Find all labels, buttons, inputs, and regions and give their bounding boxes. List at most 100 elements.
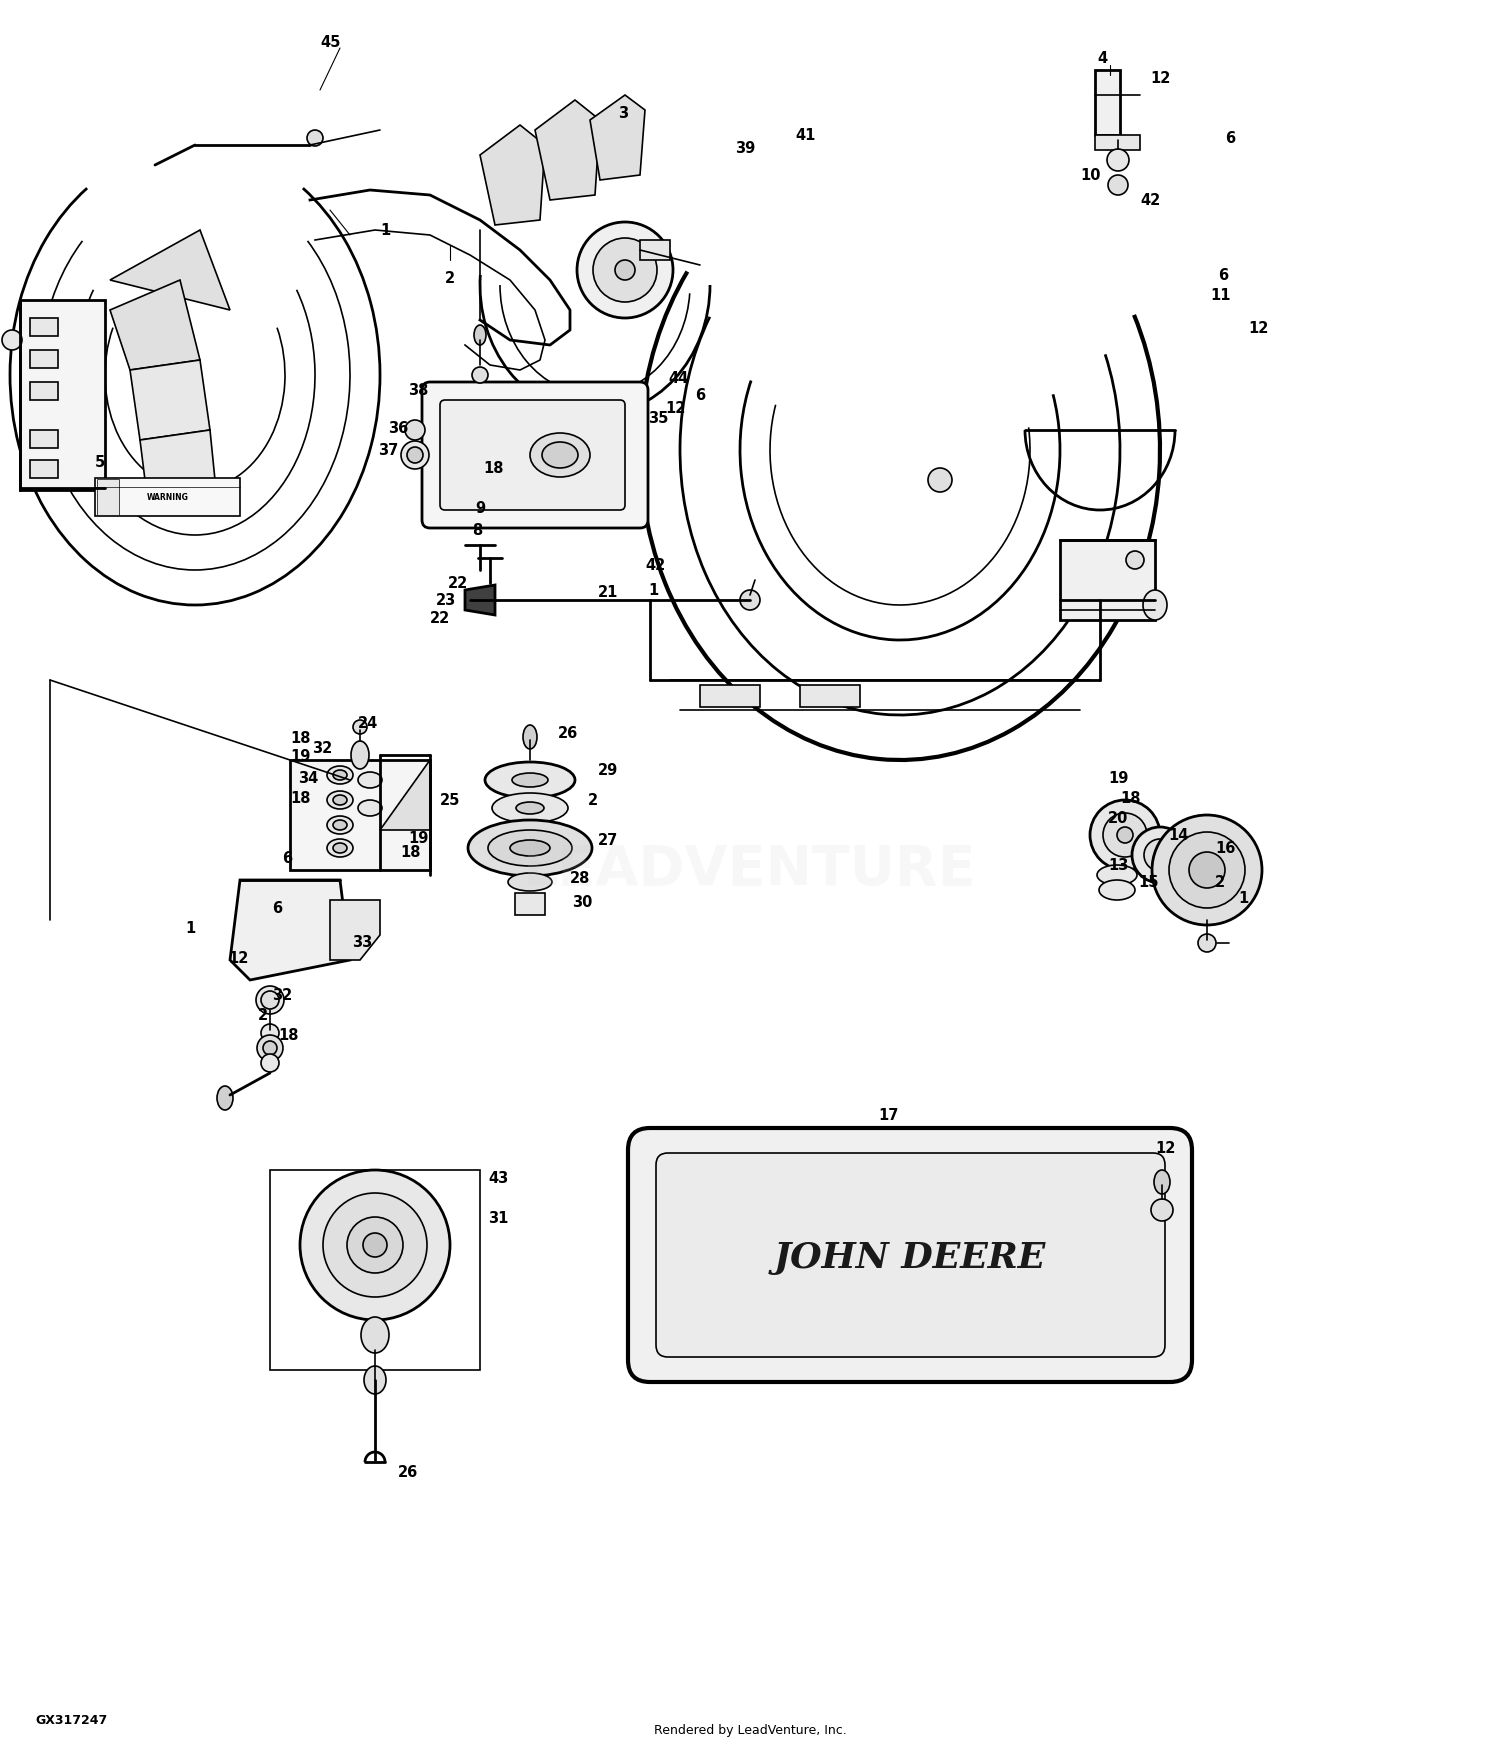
Ellipse shape [1090,800,1160,870]
Bar [30,382,58,401]
Bar [30,430,58,448]
Bar [514,892,544,915]
Ellipse shape [1154,1171,1170,1194]
Text: 30: 30 [572,894,592,910]
Ellipse shape [542,443,578,467]
Text: 18: 18 [278,1027,298,1043]
Text: 42: 42 [1140,192,1160,208]
Text: 2: 2 [258,1008,268,1022]
Text: 23: 23 [436,593,456,607]
Text: 24: 24 [358,716,378,730]
Text: 18: 18 [483,460,504,476]
Text: 11: 11 [1210,287,1230,303]
Polygon shape [110,229,230,310]
Text: 31: 31 [488,1211,508,1225]
Bar [98,480,118,514]
Ellipse shape [615,261,634,280]
Ellipse shape [327,791,352,808]
Text: JOHN DEERE: JOHN DEERE [774,1241,1046,1276]
Ellipse shape [358,772,382,788]
Ellipse shape [333,770,346,780]
Ellipse shape [1198,934,1216,952]
Text: 6: 6 [282,850,292,866]
Bar [1060,541,1155,620]
Ellipse shape [1096,864,1137,886]
Polygon shape [590,94,645,180]
Bar [94,478,240,516]
Text: 26: 26 [558,726,578,740]
Polygon shape [140,430,214,480]
Text: 1: 1 [184,920,195,936]
Polygon shape [536,100,600,200]
Ellipse shape [530,432,590,478]
Text: 29: 29 [598,763,618,777]
Text: 32: 32 [272,987,292,1003]
Text: 28: 28 [570,870,591,886]
Text: 12: 12 [1150,70,1170,86]
Text: 12: 12 [664,401,686,415]
Ellipse shape [472,368,488,383]
Text: 41: 41 [795,128,816,142]
Text: 39: 39 [735,140,754,156]
Text: 1: 1 [648,583,658,597]
Ellipse shape [327,766,352,784]
Ellipse shape [468,821,592,877]
Text: WARNING: WARNING [147,492,189,502]
Text: 8: 8 [472,523,483,537]
Text: 36: 36 [388,420,408,436]
Text: 44: 44 [668,371,688,385]
Text: 27: 27 [598,833,618,847]
Text: 22: 22 [430,611,450,625]
Text: 19: 19 [290,749,310,763]
Ellipse shape [327,838,352,858]
Text: 1: 1 [1238,891,1248,905]
Bar [20,299,105,490]
Ellipse shape [592,238,657,303]
Ellipse shape [488,830,572,866]
Bar [700,684,760,707]
Text: 3: 3 [618,105,628,121]
Ellipse shape [352,719,368,733]
Ellipse shape [484,761,574,798]
Ellipse shape [928,467,952,492]
Ellipse shape [1100,880,1136,900]
Text: 15: 15 [1138,875,1158,889]
Ellipse shape [474,326,486,345]
Polygon shape [290,760,430,870]
Text: 18: 18 [290,791,310,805]
Ellipse shape [510,840,550,856]
Polygon shape [330,900,380,961]
Ellipse shape [333,794,346,805]
Text: 10: 10 [1080,168,1101,182]
Ellipse shape [516,802,544,814]
Text: 45: 45 [320,35,340,49]
Text: 43: 43 [488,1171,508,1185]
Text: 13: 13 [1108,858,1128,873]
Text: 5: 5 [94,455,105,469]
Text: 14: 14 [1168,828,1188,842]
Ellipse shape [217,1087,232,1110]
FancyBboxPatch shape [440,401,626,509]
Ellipse shape [578,222,674,318]
Ellipse shape [405,420,424,439]
FancyBboxPatch shape [422,382,648,528]
Text: 12: 12 [228,950,249,966]
Text: 35: 35 [648,411,669,425]
Ellipse shape [1190,852,1225,887]
Ellipse shape [1168,831,1245,908]
Ellipse shape [1126,551,1144,569]
Text: 18: 18 [400,845,420,859]
Polygon shape [1095,135,1140,150]
Ellipse shape [363,1234,387,1256]
Polygon shape [465,584,495,614]
Ellipse shape [1118,828,1132,844]
Ellipse shape [2,331,22,350]
Ellipse shape [740,590,760,611]
Ellipse shape [1150,1199,1173,1221]
Ellipse shape [256,1034,284,1060]
Ellipse shape [400,441,429,469]
Text: 6: 6 [272,901,282,915]
FancyBboxPatch shape [628,1129,1192,1382]
Polygon shape [380,760,430,830]
Polygon shape [480,124,544,226]
